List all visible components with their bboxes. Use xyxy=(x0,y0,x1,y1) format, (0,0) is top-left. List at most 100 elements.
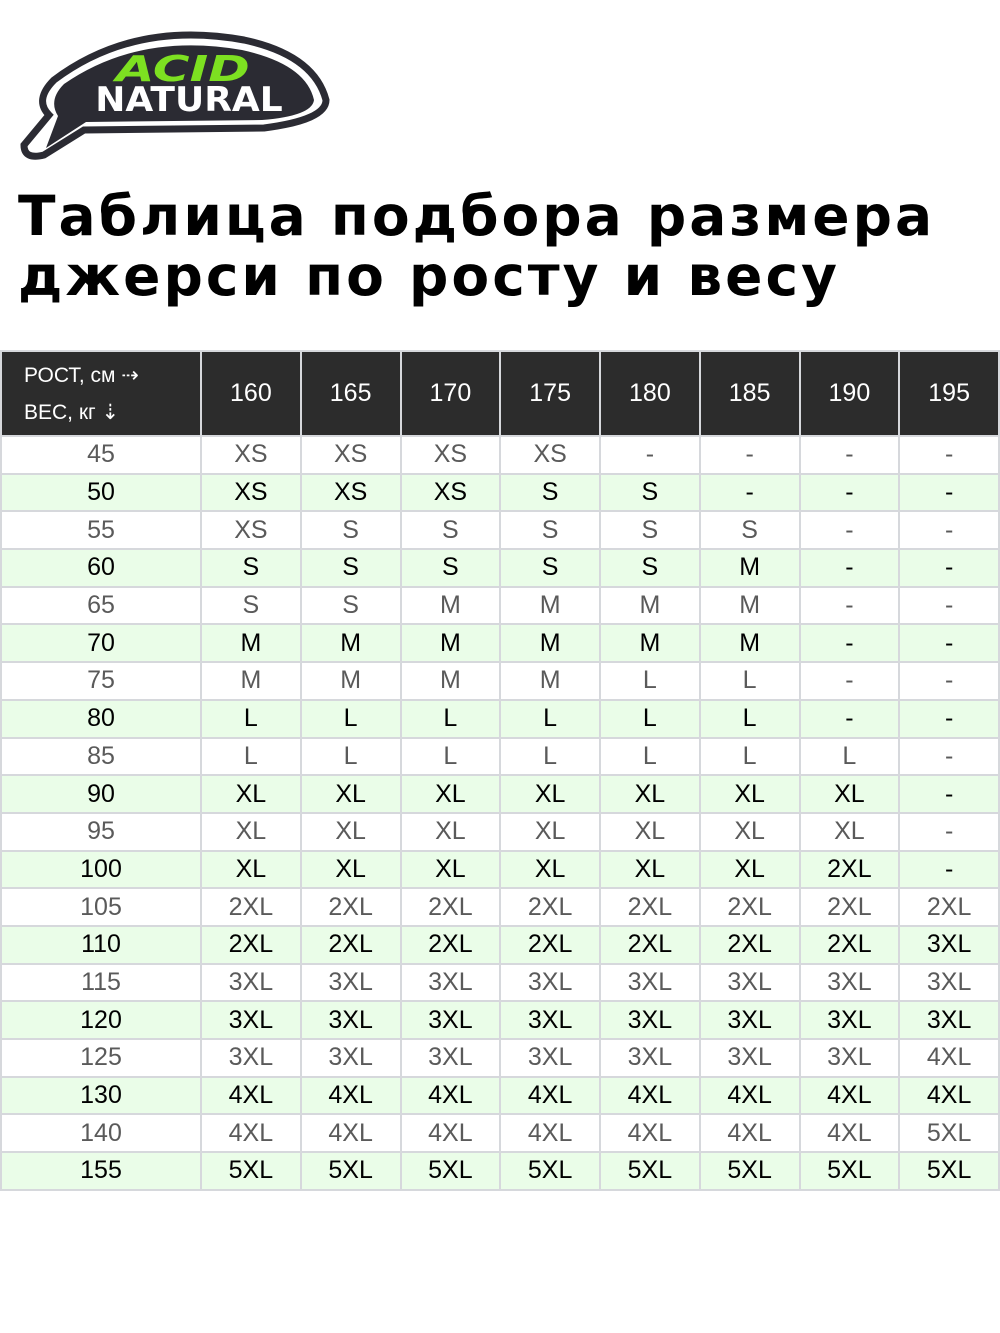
size-cell: M xyxy=(499,661,601,701)
size-cell: - xyxy=(898,811,1000,852)
size-cell: L xyxy=(399,698,502,739)
weight-cell: 85 xyxy=(0,736,202,777)
size-cell: 3XL xyxy=(599,1038,701,1078)
size-cell: M xyxy=(698,623,801,664)
weight-cell: 75 xyxy=(0,661,202,701)
weight-cell: 70 xyxy=(0,623,202,664)
table-row: 55 XS S S S S S - - xyxy=(0,510,1000,551)
size-cell: L xyxy=(499,698,601,739)
height-axis-label: РОСТ, см ⇢ xyxy=(24,363,139,387)
size-cell: 3XL xyxy=(200,1000,302,1040)
size-cell: XL xyxy=(200,849,302,890)
size-cell: M xyxy=(499,585,601,626)
size-cell: 4XL xyxy=(698,1075,801,1116)
size-cell: - xyxy=(898,510,1000,551)
header-row: РОСТ, см ⇢ ВЕС, кг ⇣ 160 165 170 175 180 185 19… xyxy=(0,350,1000,437)
size-cell: XL xyxy=(599,849,701,890)
size-cell: L xyxy=(299,698,402,739)
weight-cell: 140 xyxy=(0,1113,202,1154)
size-cell: 4XL xyxy=(599,1113,701,1154)
corner-header: РОСТ, см ⇢ ВЕС, кг ⇣ xyxy=(0,350,202,437)
table-row: 100 XL XL XL XL XL XL 2XL - xyxy=(0,849,1000,890)
size-cell: - xyxy=(599,435,701,475)
size-cell: S xyxy=(599,548,701,588)
size-cell: L xyxy=(698,736,801,777)
table-row: 75 M M M M L L - - xyxy=(0,661,1000,701)
size-cell: 5XL xyxy=(299,1151,402,1191)
size-cell: 4XL xyxy=(698,1113,801,1154)
size-cell: XS xyxy=(200,435,302,475)
height-header: 185 xyxy=(698,350,801,437)
size-cell: - xyxy=(898,774,1000,814)
size-cell: - xyxy=(798,472,901,513)
size-cell: 2XL xyxy=(299,887,402,927)
table-row: 120 3XL 3XL 3XL 3XL 3XL 3XL 3XL 3XL xyxy=(0,1000,1000,1040)
size-cell: M xyxy=(698,548,801,588)
size-cell: S xyxy=(698,510,801,551)
table-row: 125 3XL 3XL 3XL 3XL 3XL 3XL 3XL 4XL xyxy=(0,1038,1000,1078)
table-row: 130 4XL 4XL 4XL 4XL 4XL 4XL 4XL 4XL xyxy=(0,1075,1000,1116)
height-header: 180 xyxy=(599,350,701,437)
size-cell: 2XL xyxy=(399,924,502,965)
size-cell: XL xyxy=(698,849,801,890)
table-row: 50 XS XS XS S S - - - xyxy=(0,472,1000,513)
size-cell: 4XL xyxy=(399,1075,502,1116)
size-cell: 4XL xyxy=(499,1113,601,1154)
size-cell: L xyxy=(599,661,701,701)
size-cell: M xyxy=(399,623,502,664)
weight-cell: 55 xyxy=(0,510,202,551)
size-cell: 3XL xyxy=(599,962,701,1003)
size-cell: XL xyxy=(399,849,502,890)
weight-cell: 65 xyxy=(0,585,202,626)
size-cell: 3XL xyxy=(399,1000,502,1040)
size-cell: M xyxy=(200,661,302,701)
table-row: 85 L L L L L L L - xyxy=(0,736,1000,777)
size-cell: 3XL xyxy=(499,1038,601,1078)
size-cell: 4XL xyxy=(798,1075,901,1116)
size-cell: 4XL xyxy=(898,1075,1000,1116)
size-cell: 2XL xyxy=(599,924,701,965)
table-row: 155 5XL 5XL 5XL 5XL 5XL 5XL 5XL 5XL xyxy=(0,1151,1000,1191)
size-cell: XL xyxy=(798,774,901,814)
size-cell: 3XL xyxy=(599,1000,701,1040)
size-cell: L xyxy=(399,736,502,777)
size-cell: S xyxy=(299,585,402,626)
size-cell: XL xyxy=(399,774,502,814)
size-cell: 5XL xyxy=(698,1151,801,1191)
size-cell: XL xyxy=(200,774,302,814)
height-header: 160 xyxy=(200,350,302,437)
table-row: 70 M M M M M M - - xyxy=(0,623,1000,664)
size-cell: 3XL xyxy=(898,924,1000,965)
size-cell: 2XL xyxy=(499,887,601,927)
size-cell: 2XL xyxy=(299,924,402,965)
svg-text:NATURAL: NATURAL xyxy=(95,80,283,120)
size-cell: XL xyxy=(798,811,901,852)
size-cell: - xyxy=(898,472,1000,513)
table-row: 115 3XL 3XL 3XL 3XL 3XL 3XL 3XL 3XL xyxy=(0,962,1000,1003)
size-cell: 5XL xyxy=(898,1151,1000,1191)
size-cell: XL xyxy=(599,774,701,814)
size-cell: 4XL xyxy=(200,1113,302,1154)
size-cell: - xyxy=(698,472,801,513)
size-cell: 4XL xyxy=(299,1113,402,1154)
size-cell: 4XL xyxy=(299,1075,402,1116)
table-row: 140 4XL 4XL 4XL 4XL 4XL 4XL 4XL 5XL xyxy=(0,1113,1000,1154)
size-cell: S xyxy=(200,548,302,588)
size-cell: 3XL xyxy=(798,1000,901,1040)
size-cell: 4XL xyxy=(898,1038,1000,1078)
size-cell: - xyxy=(798,585,901,626)
size-cell: M xyxy=(200,623,302,664)
size-cell: 5XL xyxy=(599,1151,701,1191)
weight-cell: 95 xyxy=(0,811,202,852)
size-cell: XS xyxy=(399,472,502,513)
size-cell: 2XL xyxy=(698,924,801,965)
size-cell: - xyxy=(798,623,901,664)
size-cell: XL xyxy=(200,811,302,852)
size-cell: L xyxy=(299,736,402,777)
size-cell: 3XL xyxy=(299,962,402,1003)
size-cell: S xyxy=(499,472,601,513)
size-cell: 5XL xyxy=(399,1151,502,1191)
size-cell: 3XL xyxy=(898,1000,1000,1040)
size-cell: 3XL xyxy=(798,1038,901,1078)
size-cell: XS xyxy=(499,435,601,475)
